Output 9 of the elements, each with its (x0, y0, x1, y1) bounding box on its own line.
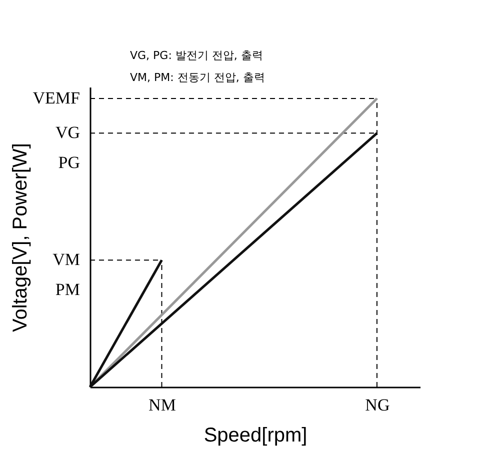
text: VM, PM: 전동기 전압, 출력 (130, 71, 265, 84)
text: VG, PG: 발전기 전압, 출력 (130, 49, 263, 62)
ref-line-label: VM PM (52, 250, 80, 300)
x-tick-label: NG (365, 396, 390, 414)
x-tick-label: NM (148, 396, 176, 414)
y-axis-title: Voltage[V], Power[W] (10, 143, 32, 332)
ref-line-label: VG PG (55, 123, 80, 172)
x-axis-title: Speed[rpm] (204, 424, 308, 446)
ref-line-label: VEMF (32, 88, 80, 108)
